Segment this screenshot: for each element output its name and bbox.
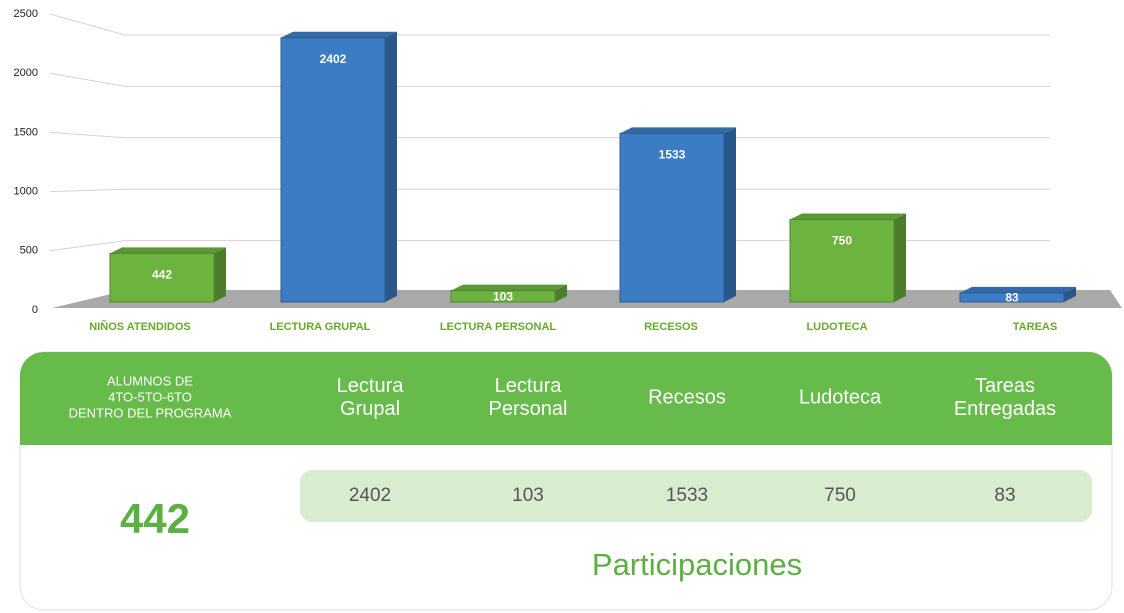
y-tick-label: 1000 [14,186,38,198]
bar-side [1064,286,1076,302]
column-header: Ludoteca [799,386,882,408]
footer: Participaciones [592,547,802,582]
bar [450,290,556,303]
bar-label: 442 [152,268,172,282]
bars: 442 2402 103 1533 750 83 [49,13,1076,305]
bar [959,292,1065,303]
column-header: Personal [489,398,568,420]
bar-side [214,247,226,302]
column-header: 4TO-5TO-6TO [108,389,192,404]
bar-top [281,31,397,38]
grid-line [49,131,1050,139]
y-tick-label: 1500 [14,126,38,138]
bar [280,37,386,303]
x-tick-label: LUDOTECA [806,321,867,333]
bar-top [790,213,906,220]
participation-value: 750 [824,485,856,506]
bar [619,132,725,303]
grid-line [49,72,1050,87]
bar-side [724,127,736,303]
bar-side [894,213,906,302]
y-tick-label: 500 [20,245,38,257]
bar [109,252,215,303]
x-tick-label: LECTURA PERSONAL [440,321,557,333]
x-tick-label: NIÑOS ATENDIDOS [89,320,190,333]
column-header: ALUMNOS DE [107,373,193,388]
bar-label: 103 [493,290,513,304]
participation-value: 103 [512,485,544,506]
column-header: Lectura [495,375,563,397]
bar-side [385,31,397,303]
grid-line [49,240,1050,252]
panel-header [20,352,1112,445]
bar-top [960,286,1076,293]
column-header: Tareas [975,375,1035,397]
bar-label: 1533 [659,148,686,162]
values-row [300,470,1092,522]
grid-line [49,188,1050,193]
y-tick-label: 0 [32,304,38,316]
column-header: DENTRO DEL PROGRAMA [69,405,232,420]
y-tick-label: 2500 [14,8,38,20]
total: 442 [120,495,190,542]
participation-value: 83 [994,485,1015,506]
bar-top [451,284,567,291]
column-header: Entregadas [954,398,1056,420]
x-tick-label: RECESOS [644,321,698,333]
bar-top [620,127,736,134]
participation-value: 2402 [349,485,391,506]
participation-value: 1533 [666,485,708,506]
bar-label: 83 [1005,291,1019,305]
bar-top [110,247,226,254]
bar-side [555,284,567,302]
y-tick-label: 2000 [14,67,38,79]
x-tick-label: LECTURA GRUPAL [270,321,371,333]
bar-label: 750 [832,234,852,248]
grid-line [49,13,1050,36]
column-header: Recesos [648,386,726,408]
column-header: Grupal [340,398,400,420]
column-header: Lectura [337,375,405,397]
bar [789,219,895,303]
x-tick-label: TAREAS [1013,321,1057,333]
bar-label: 2402 [320,52,347,66]
